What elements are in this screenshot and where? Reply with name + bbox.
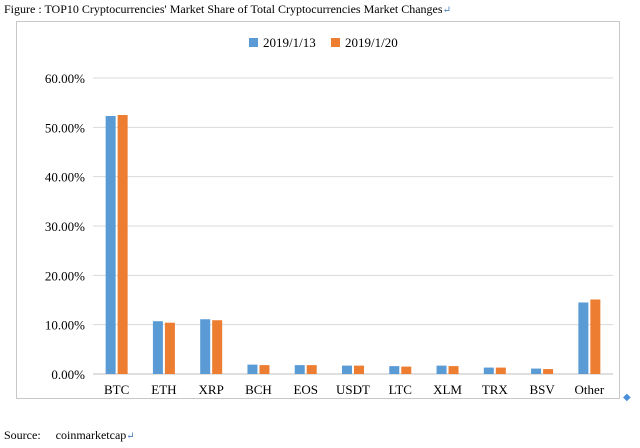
bar-usdt-2 [354, 365, 364, 374]
bar-other-2 [590, 299, 601, 374]
bar-bch-2 [259, 365, 270, 374]
legend-label: 2019/1/13 [263, 35, 316, 50]
x-tick-label: TRX [482, 382, 509, 397]
bar-ltc-2 [401, 366, 412, 374]
x-tick-label: XRP [199, 382, 224, 397]
bar-eth-1 [152, 321, 163, 374]
source-value: coinmarketcap [55, 428, 127, 442]
y-tick-label: 50.00% [45, 120, 85, 135]
bar-bsv-1 [531, 368, 542, 374]
legend-swatch [249, 38, 258, 47]
y-tick-label: 10.00% [45, 318, 85, 333]
x-tick-label: XLM [433, 382, 462, 397]
bar-bch-1 [247, 364, 258, 374]
x-tick-label: Other [575, 382, 605, 397]
bar-btc-1 [105, 115, 116, 374]
x-tick-label: EOS [293, 382, 318, 397]
source-line: Source: coinmarketcap↵ [4, 428, 135, 443]
paragraph-mark-icon: ↵ [126, 431, 135, 442]
bar-other-1 [578, 302, 589, 374]
resize-handle-icon[interactable]: ◆ [623, 392, 631, 403]
bar-bsv-2 [543, 369, 554, 374]
bar-xlm-1 [436, 365, 447, 374]
legend-swatch [331, 38, 340, 47]
bar-xrp-1 [200, 319, 211, 374]
x-tick-label: BSV [529, 382, 555, 397]
x-tick-label: USDT [336, 382, 370, 397]
figure-caption: Figure : TOP10 Cryptocurrencies' Market … [4, 2, 451, 17]
x-tick-label: BCH [245, 382, 272, 397]
bar-chart: 0.00% 10.00% 20.00% 30.00% 40.00% 50.00% 60.00… [45, 35, 613, 397]
y-tick-label: 40.00% [45, 170, 85, 185]
y-tick-label: 30.00% [45, 219, 85, 234]
paragraph-mark-icon: ↵ [442, 5, 451, 16]
bar-eos-2 [306, 365, 317, 374]
bar-btc-2 [117, 115, 128, 374]
bar-eth-2 [164, 322, 175, 374]
bar-trx-2 [495, 367, 506, 374]
y-tick-label: 20.00% [45, 268, 85, 283]
chart-frame: 0.00% 10.00% 20.00% 30.00% 40.00% 50.00% 60.00… [16, 21, 620, 399]
figure-caption-text: Figure : TOP10 Cryptocurrencies' Market … [4, 2, 443, 16]
y-tick-label: 60.00% [45, 71, 85, 86]
source-label: Source: [4, 428, 41, 442]
bar-eos-1 [294, 365, 305, 374]
y-tick-label: 0.00% [51, 367, 85, 382]
bar-trx-1 [483, 367, 494, 374]
bar-xlm-2 [448, 366, 459, 374]
bar-usdt-1 [342, 365, 352, 374]
bar-ltc-1 [389, 366, 400, 374]
legend-label: 2019/1/20 [345, 35, 398, 50]
x-tick-label: LTC [389, 382, 412, 397]
bar-xrp-2 [212, 320, 223, 374]
x-tick-label: BTC [104, 382, 129, 397]
x-tick-label: ETH [151, 382, 176, 397]
